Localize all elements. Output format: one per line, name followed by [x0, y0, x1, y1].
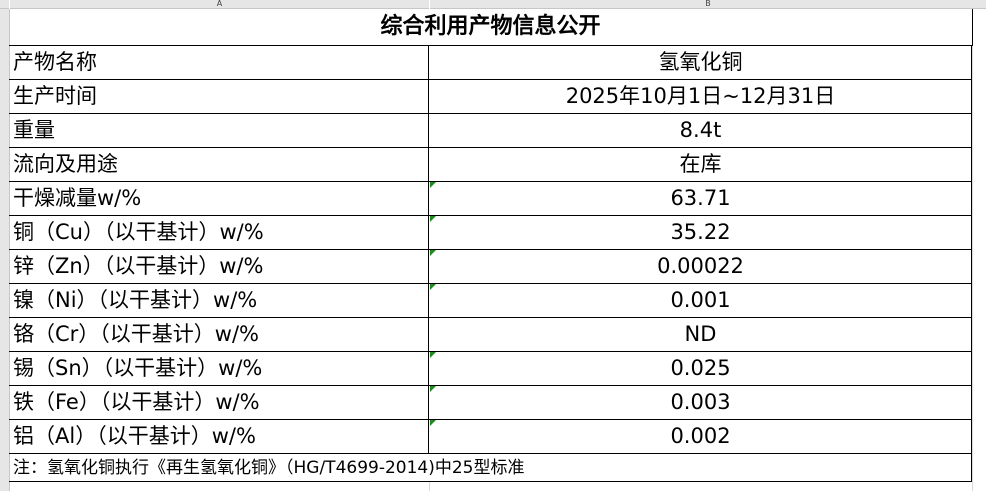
error-indicator-icon[interactable]: [430, 352, 436, 358]
note-cell[interactable]: 注：氢氧化铜执行《再生氢氧化铜》（HG/T4699-2014)中25型标准: [9, 454, 972, 482]
table-row: 铜（Cu）（以干基计）w/% 35.22: [9, 216, 972, 250]
label-cell[interactable]: 锌（Zn）（以干基计）w/%: [9, 250, 429, 283]
value-cell[interactable]: 0.002: [670, 424, 731, 448]
value-cell[interactable]: 2025年10月1日~12月31日: [565, 84, 836, 108]
table-row: 重量 8.4t: [9, 114, 972, 148]
table-row: 流向及用途 在库: [9, 148, 972, 182]
table-row: 镍（Ni）（以干基计）w/% 0.001: [9, 284, 972, 318]
error-indicator-icon[interactable]: [430, 182, 436, 188]
value-cell[interactable]: 8.4t: [679, 118, 722, 142]
table-row: 铝（Al）（以干基计）w/% 0.002: [9, 420, 972, 454]
error-indicator-icon[interactable]: [430, 420, 436, 426]
value-cell[interactable]: 0.003: [670, 390, 731, 414]
label-cell[interactable]: 铁（Fe）（以干基计）w/%: [9, 386, 429, 419]
value-cell[interactable]: 在库: [679, 152, 722, 176]
label-cell[interactable]: 重量: [9, 114, 429, 147]
label-cell[interactable]: 生产时间: [9, 80, 429, 113]
column-header-a[interactable]: A: [10, 0, 429, 9]
label-cell[interactable]: 铝（Al）（以干基计）w/%: [9, 420, 429, 453]
gridline: [429, 482, 430, 491]
table-row: 生产时间 2025年10月1日~12月31日: [9, 80, 972, 114]
label-cell[interactable]: 镍（Ni）（以干基计）w/%: [9, 284, 429, 317]
label-cell[interactable]: 锡（Sn）（以干基计）w/%: [9, 352, 429, 385]
value-cell[interactable]: 0.025: [670, 356, 731, 380]
gridline: [972, 9, 973, 491]
table-row: 产物名称 氢氧化铜: [9, 46, 972, 80]
label-cell[interactable]: 产物名称: [9, 46, 429, 79]
error-indicator-icon[interactable]: [430, 250, 436, 256]
value-cell[interactable]: 0.001: [670, 288, 731, 312]
error-indicator-icon[interactable]: [430, 216, 436, 222]
label-cell[interactable]: 干燥减量w/%: [9, 182, 429, 215]
value-cell[interactable]: 63.71: [670, 186, 731, 210]
table-row: 铁（Fe）（以干基计）w/% 0.003: [9, 386, 972, 420]
select-all-corner[interactable]: [0, 0, 9, 9]
label-cell[interactable]: 铜（Cu）（以干基计）w/%: [9, 216, 429, 249]
sheet-title[interactable]: 综合利用产物信息公开: [9, 9, 973, 46]
value-cell[interactable]: 氢氧化铜: [658, 50, 743, 74]
row-headers[interactable]: [0, 9, 10, 491]
error-indicator-icon[interactable]: [430, 284, 436, 290]
table-row: 锌（Zn）（以干基计）w/% 0.00022: [9, 250, 972, 284]
value-cell[interactable]: ND: [684, 322, 717, 346]
table-row: 干燥减量w/% 63.71: [9, 182, 972, 216]
column-header-b[interactable]: B: [430, 0, 986, 9]
value-cell[interactable]: 0.00022: [657, 254, 744, 278]
label-cell[interactable]: 铬（Cr）（以干基计）w/%: [9, 318, 429, 351]
table-row: 铬（Cr）（以干基计）w/% ND: [9, 318, 972, 352]
value-cell[interactable]: 35.22: [670, 220, 731, 244]
error-indicator-icon[interactable]: [430, 386, 436, 392]
label-cell[interactable]: 流向及用途: [9, 148, 429, 181]
table-row: 锡（Sn）（以干基计）w/% 0.025: [9, 352, 972, 386]
